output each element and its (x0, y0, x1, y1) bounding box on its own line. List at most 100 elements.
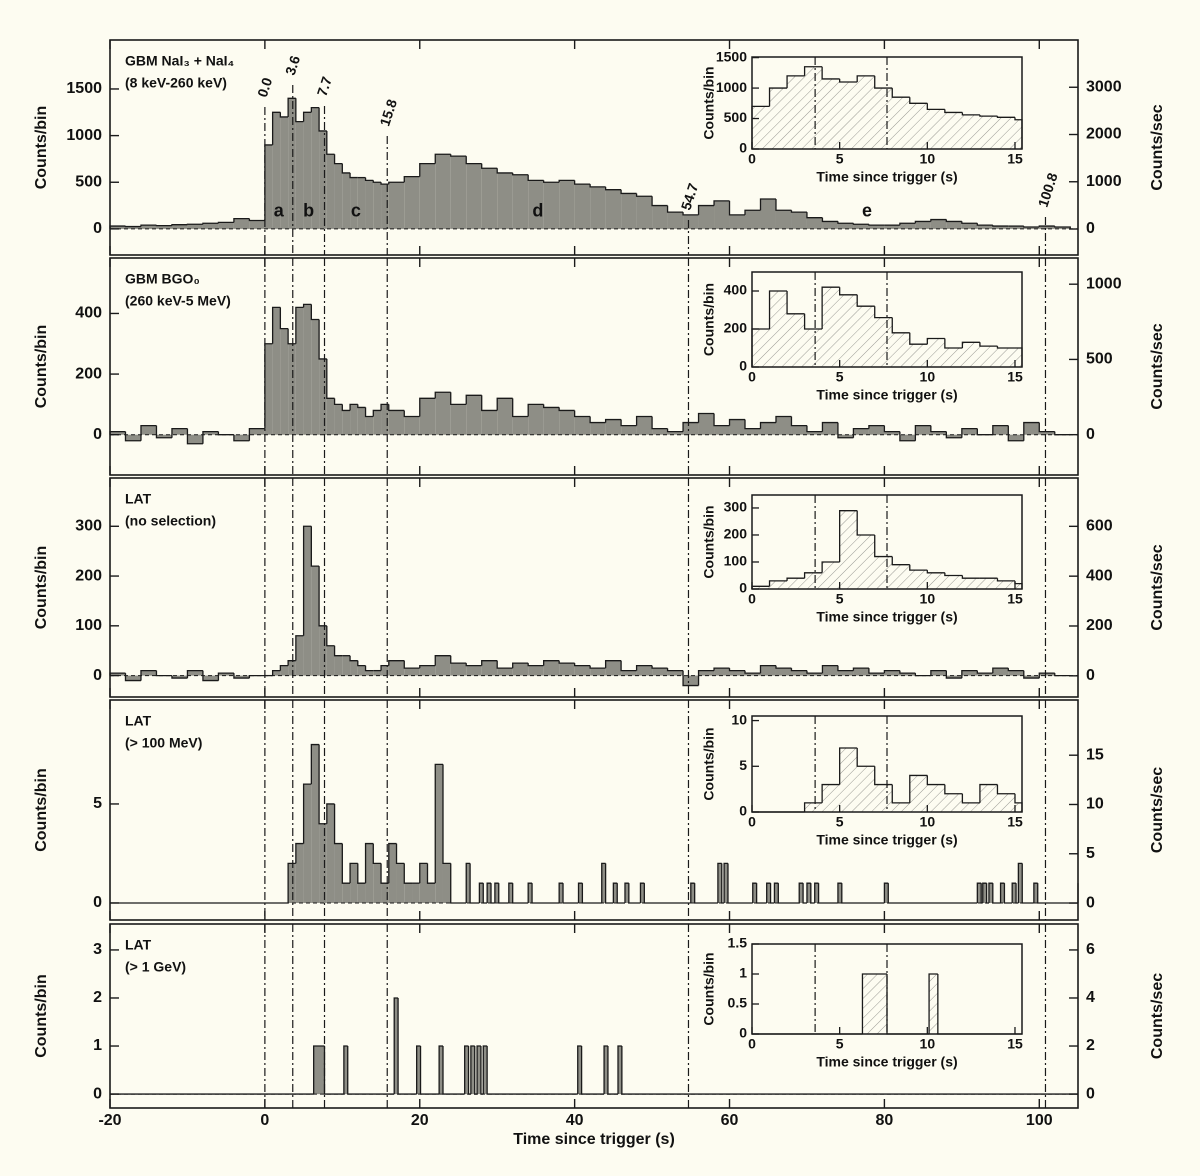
bar (982, 883, 987, 903)
bar-edge (248, 218, 265, 222)
bar (683, 214, 699, 229)
bar-edge (909, 774, 928, 803)
panel-label: (no selection) (125, 513, 216, 529)
bar-edge (388, 181, 405, 185)
bar (497, 172, 513, 229)
bar-edge (930, 218, 947, 222)
bar (791, 425, 807, 435)
bar (357, 883, 366, 903)
bar (295, 843, 304, 903)
bar (272, 307, 281, 435)
bar-edge (604, 186, 622, 191)
y2-tick-label: 6 (1086, 941, 1095, 958)
bar-edge (766, 882, 771, 903)
bar (412, 883, 420, 903)
bar-edge (302, 525, 312, 636)
bar (787, 578, 805, 589)
bar (512, 174, 529, 229)
bar-edge (1038, 422, 1055, 433)
panel-frame (109, 699, 1079, 921)
bar (365, 180, 374, 229)
bar (822, 784, 840, 812)
bar (577, 1046, 582, 1095)
bar-edge (341, 843, 351, 884)
bar-edge (349, 862, 358, 884)
bar (202, 223, 219, 229)
bar-edge (806, 882, 811, 903)
bar (326, 154, 335, 229)
bar (303, 112, 312, 229)
bar-edge (1007, 425, 1024, 442)
bar-edge (839, 510, 858, 562)
bar (295, 121, 304, 229)
bar-edge (364, 665, 374, 672)
inset-y-tick-label: 5 (739, 757, 747, 773)
bar-edge (310, 526, 320, 567)
bar (979, 346, 998, 367)
bar (528, 404, 544, 435)
bar-edge (217, 221, 234, 224)
bar (590, 422, 606, 435)
bar-edge (481, 163, 498, 169)
bar-edge (768, 87, 788, 107)
inset-y-axis-label: Counts/bin (701, 505, 717, 578)
x-tick-label: 80 (876, 1112, 894, 1129)
bar (930, 431, 947, 435)
interval-label: 0.0 (254, 75, 275, 99)
bar-edge (926, 570, 945, 574)
bar (775, 668, 792, 676)
bar (404, 176, 420, 229)
bar-edge (821, 421, 838, 432)
bar-edge (891, 317, 910, 334)
bar (388, 410, 405, 435)
inset-x-tick-label: 0 (748, 151, 756, 167)
bar (988, 883, 993, 903)
bar-edge (944, 109, 963, 114)
bar (618, 1046, 622, 1095)
bar-edge (573, 410, 591, 418)
bar (350, 404, 358, 435)
bar (365, 670, 374, 676)
bar-edge (945, 219, 962, 223)
bar (752, 883, 757, 903)
inset-x-tick-label: 15 (1007, 591, 1023, 607)
x-tick-label: 60 (721, 1112, 739, 1129)
bar (760, 665, 776, 676)
bar-edge (302, 303, 312, 308)
bar (857, 766, 875, 812)
inset-x-tick-label: 10 (920, 591, 936, 607)
bar-edge (899, 670, 916, 674)
bar (590, 668, 606, 676)
bar-edge (419, 162, 436, 177)
bar-edge (486, 882, 492, 903)
inset-x-tick-label: 5 (836, 814, 844, 830)
bar-edge (944, 338, 963, 349)
bar-edge (512, 172, 529, 176)
inset-x-axis-label: Time since trigger (s) (816, 832, 957, 848)
y2-tick-label: 0 (1086, 894, 1095, 911)
bar (874, 556, 893, 589)
bar-edge (666, 668, 684, 672)
bar (915, 221, 931, 229)
bar-edge (891, 88, 910, 98)
bar-edge (786, 291, 805, 315)
bar (559, 410, 575, 435)
bar-edge (891, 556, 910, 566)
inset-frame (751, 943, 1023, 1035)
bar (528, 180, 544, 229)
bar-edge (723, 862, 728, 903)
bar-edge (861, 973, 887, 1034)
bar (839, 81, 858, 149)
y-tick-label: 200 (75, 567, 102, 584)
bar-edge (909, 97, 928, 104)
inset-y-axis-label: Counts/bin (701, 952, 717, 1025)
y2-tick-label: 2 (1086, 1037, 1095, 1054)
bar-edge (666, 205, 684, 213)
bar-edge (295, 98, 304, 123)
bar-edge (171, 675, 188, 679)
bar (416, 1046, 421, 1095)
bar-edge (979, 342, 998, 347)
bar (272, 112, 281, 229)
bar (652, 205, 668, 229)
bar (404, 416, 420, 435)
